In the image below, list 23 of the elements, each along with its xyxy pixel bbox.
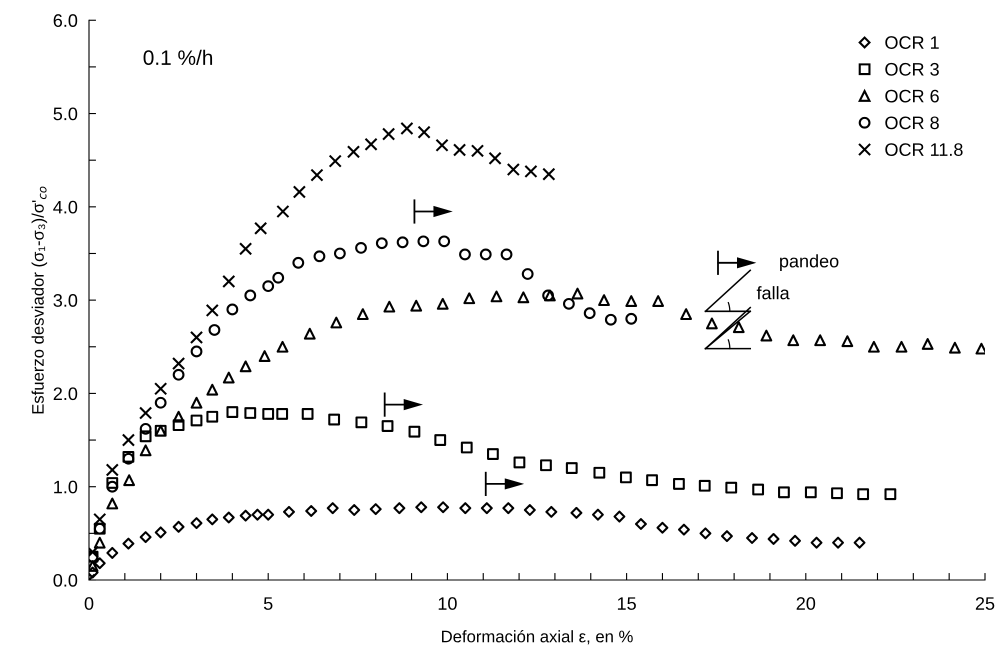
y-tick-label: 0.0: [53, 574, 78, 587]
y-tick-label: 5.0: [54, 107, 78, 120]
legend-label: OCR 6: [885, 90, 939, 102]
annotation: pandeo: [780, 254, 838, 272]
x-axis-title: Deformación axial ε, en %: [442, 630, 633, 644]
annotation: 0.1 %/h: [144, 50, 212, 66]
y-tick-label: 1.0: [54, 480, 78, 494]
x-tick-label: 15: [618, 597, 636, 610]
x-tick-label: 20: [796, 597, 816, 610]
x-tick-label: 25: [976, 597, 994, 610]
x-tick-label: 0: [84, 597, 94, 610]
y-axis-title: Esfuerzo desviador (σ₁-σ₃)/σ'$_{co}$: [32, 186, 48, 414]
x-tick-label: 10: [438, 597, 457, 610]
legend-label: OCR 8: [885, 116, 939, 130]
legend-label: OCR 3: [885, 62, 939, 76]
y-tick-label: 6.0: [54, 14, 78, 27]
y-tick-label: 4.0: [53, 200, 78, 214]
y-tick-label: 3.0: [53, 294, 78, 307]
legend-label: OCR 1: [885, 36, 939, 49]
x-tick-label: 5: [264, 597, 272, 610]
y-tick-label: 2.0: [54, 387, 78, 400]
legend-label: OCR 11.8: [885, 143, 963, 156]
annotation: falla: [756, 286, 790, 300]
